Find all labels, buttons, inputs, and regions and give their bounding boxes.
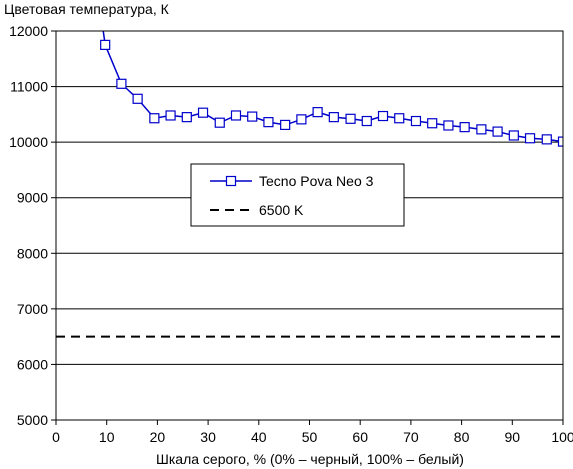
- data-point: [443, 120, 454, 131]
- data-point: [410, 115, 422, 127]
- data-point: [214, 117, 225, 128]
- data-point: [361, 115, 372, 127]
- x-tick-label: 70: [403, 429, 419, 445]
- plot-area: [56, 31, 563, 338]
- data-point: [377, 110, 389, 122]
- x-tick-label: 0: [52, 429, 60, 445]
- series-line-1: [102, 31, 563, 143]
- x-tick-label: 20: [150, 429, 166, 445]
- legend: Tecno Pova Neo 3 6500 K: [190, 163, 405, 227]
- x-axis-label: Шкала серого, % (0% – черный, 100% – бел…: [156, 451, 464, 467]
- data-point: [328, 112, 339, 123]
- y-tick-label: 12000: [9, 23, 48, 39]
- data-point: [165, 110, 176, 121]
- data-point: [149, 113, 160, 124]
- data-point: [263, 117, 274, 128]
- data-point: [116, 78, 127, 89]
- data-point: [230, 110, 242, 121]
- data-point: [296, 114, 307, 125]
- data-point: [247, 111, 258, 122]
- chart-title: Цветовая температура, К: [4, 1, 170, 17]
- plot-frame: [55, 30, 564, 421]
- plot-series: [56, 31, 563, 338]
- x-tick-label: 50: [302, 429, 318, 445]
- legend-label-series-1: Tecno Pova Neo 3: [259, 173, 374, 189]
- data-point: [492, 126, 503, 137]
- legend-marker-series-1: [225, 175, 237, 187]
- data-point: [508, 130, 519, 141]
- data-point: [394, 113, 405, 124]
- y-tick-labels: 5000 6000 7000 8000 9000 10000 11000 12000: [9, 23, 48, 428]
- data-point: [132, 93, 143, 104]
- y-tick-label: 7000: [17, 301, 48, 317]
- data-point: [181, 112, 192, 123]
- x-tick-label: 30: [200, 429, 216, 445]
- legend-box: [190, 163, 405, 227]
- data-point: [427, 118, 438, 129]
- data-point: [476, 124, 487, 135]
- x-tick-label: 90: [505, 429, 521, 445]
- y-tick-label: 5000: [17, 412, 48, 428]
- data-point: [100, 39, 111, 50]
- y-tick-label: 11000: [10, 79, 48, 95]
- data-point: [541, 134, 552, 145]
- x-tick-label: 40: [251, 429, 267, 445]
- data-point: [557, 136, 563, 147]
- x-tick-labels: 0 10 20 30 40 50 60 70 80 90 100: [52, 429, 573, 445]
- x-tick-label: 100: [551, 429, 573, 445]
- x-tick-label: 60: [352, 429, 368, 445]
- x-tick-label: 10: [99, 429, 115, 445]
- data-point: [345, 113, 356, 124]
- y-tick-label: 6000: [17, 356, 48, 372]
- y-tick-label: 8000: [17, 245, 48, 261]
- x-tick-label: 80: [454, 429, 470, 445]
- y-tick-label: 9000: [17, 190, 48, 206]
- data-point: [312, 107, 323, 118]
- data-point: [459, 122, 470, 133]
- data-point: [280, 119, 291, 131]
- data-point: [524, 133, 536, 144]
- data-point: [197, 107, 209, 118]
- legend-label-series-2: 6500 K: [259, 202, 304, 218]
- y-tick-label: 10000: [9, 134, 48, 150]
